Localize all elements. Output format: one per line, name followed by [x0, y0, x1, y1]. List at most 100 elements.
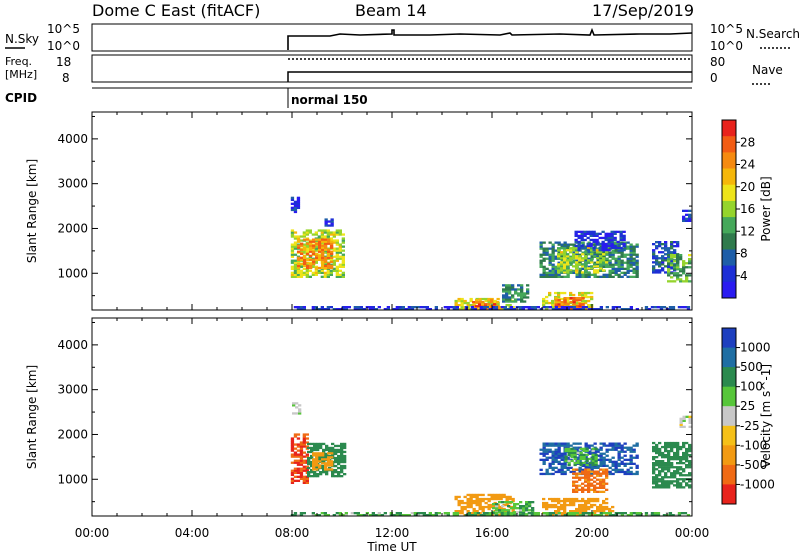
data-cell: [584, 255, 588, 258]
data-cell: [310, 475, 314, 478]
data-cell: [653, 514, 658, 517]
data-cell: [667, 443, 671, 447]
data-cell: [338, 229, 342, 232]
data-cell: [572, 257, 576, 260]
data-cell: [305, 233, 309, 236]
data-cell: [368, 308, 372, 311]
data-cell: [495, 503, 499, 506]
data-cell: [590, 295, 594, 299]
data-cell: [293, 471, 298, 474]
data-cell: [545, 301, 549, 305]
data-cell: [548, 293, 552, 297]
data-cell: [495, 509, 499, 512]
data-cell: [330, 252, 334, 255]
data-cell: [563, 472, 567, 476]
data-cell: [611, 444, 615, 447]
data-cell: [340, 442, 344, 446]
data-cell: [337, 466, 341, 470]
data-cell: [592, 246, 596, 250]
data-cell: [658, 271, 662, 274]
data-cell: [563, 275, 567, 278]
data-cell: [560, 303, 564, 306]
data-cell: [478, 507, 482, 511]
data-cell: [341, 253, 345, 256]
data-cell: [293, 200, 298, 203]
data-cell: [623, 472, 627, 476]
data-cell: [341, 308, 345, 311]
data-cell: [485, 514, 489, 517]
data-cell: [683, 512, 688, 515]
data-cell: [554, 444, 558, 447]
data-cell: [327, 250, 331, 253]
data-cell: [454, 510, 458, 513]
data-cell: [481, 497, 485, 501]
data-cell: [326, 233, 330, 236]
data-cell: [673, 484, 677, 487]
data-cell: [542, 297, 546, 301]
data-cell: [608, 253, 612, 256]
data-cell: [622, 244, 626, 248]
data-cell: [449, 306, 453, 309]
data-cell: [623, 464, 627, 467]
data-cell: [607, 236, 611, 240]
data-cell: [341, 239, 345, 242]
date-title: 17/Sep/2019: [592, 1, 694, 20]
data-cell: [340, 454, 344, 458]
data-cell: [563, 308, 567, 311]
data-cell: [341, 275, 345, 278]
data-cell: [554, 265, 558, 268]
data-cell: [290, 271, 295, 274]
freq-tick-bottom: 8: [62, 71, 70, 85]
data-cell: [629, 255, 633, 258]
data-cell: [475, 499, 479, 503]
data-cell: [677, 512, 682, 515]
data-cell: [407, 308, 411, 311]
data-cell: [673, 268, 677, 271]
data-cell: [605, 263, 609, 266]
data-cell: [542, 460, 546, 463]
data-cell: [557, 510, 561, 513]
data-cell: [629, 460, 633, 463]
data-cell: [296, 463, 301, 466]
data-cell: [602, 255, 606, 258]
data-cell: [554, 269, 558, 272]
data-cell: [578, 303, 582, 306]
data-cell: [564, 447, 568, 450]
data-cell: [528, 509, 532, 512]
data-cell: [658, 265, 662, 268]
data-cell: [293, 231, 298, 234]
data-cell: [593, 255, 597, 258]
data-cell: [557, 293, 561, 297]
data-cell: [335, 267, 339, 270]
data-cell: [329, 239, 333, 242]
data-cell: [617, 468, 621, 471]
data-cell: [611, 505, 615, 509]
data-cell: [605, 454, 609, 457]
data-cell: [305, 249, 309, 252]
data-cell: [457, 499, 461, 503]
data-cell: [566, 273, 570, 276]
data-cell: [300, 252, 304, 255]
data-cell: [508, 495, 512, 499]
data-cell: [622, 230, 626, 233]
data-cell: [614, 243, 618, 246]
data-cell: [314, 514, 318, 517]
data-cell: [307, 450, 311, 454]
data-cell: [331, 471, 335, 474]
data-cell: [551, 456, 555, 459]
data-cell: [293, 259, 298, 262]
data-cell: [579, 447, 583, 450]
data-cell: [679, 468, 683, 471]
data-cell: [554, 297, 558, 300]
data-cell: [299, 471, 304, 474]
data-cell: [661, 445, 665, 449]
data-cell: [321, 244, 325, 247]
data-cell: [605, 444, 609, 447]
data-cell: [522, 509, 526, 512]
data-cell: [311, 306, 315, 309]
data-cell: [320, 231, 324, 234]
data-cell: [299, 449, 304, 452]
data-cell: [593, 265, 597, 268]
data-cell: [685, 280, 689, 283]
data-cell: [611, 460, 615, 463]
